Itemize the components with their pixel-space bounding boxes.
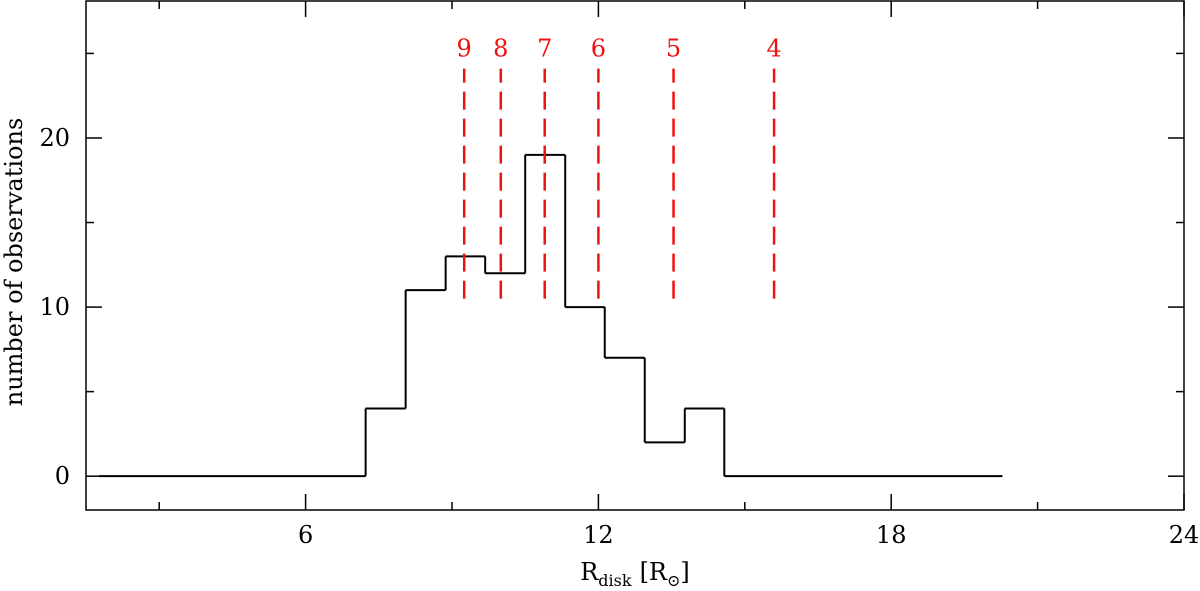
x-label-unit-sub: ⊙ [667, 571, 680, 590]
x-label-unit: [R [640, 558, 668, 586]
marker-label: 5 [666, 35, 681, 63]
plot-frame [85, 0, 1185, 511]
marker-label: 7 [537, 35, 552, 63]
y-tick-label: 0 [55, 462, 70, 490]
x-label-main: R [580, 558, 599, 586]
x-label-sub: disk [598, 571, 632, 590]
marker-label: 8 [493, 35, 508, 63]
x-axis-label: Rdisk [R⊙] [580, 558, 690, 590]
y-tick-label: 10 [39, 293, 70, 321]
x-tick-label: 24 [1169, 521, 1200, 549]
y-tick-label: 20 [39, 124, 70, 152]
x-tick-label: 6 [298, 521, 313, 549]
marker-label: 6 [591, 35, 606, 63]
marker-label: 4 [766, 35, 781, 63]
x-tick-label: 12 [583, 521, 614, 549]
x-tick-label: 18 [876, 521, 907, 549]
x-label-close: ] [680, 558, 689, 586]
y-axis-label: number of observations [0, 118, 28, 407]
marker-label: 9 [457, 35, 472, 63]
